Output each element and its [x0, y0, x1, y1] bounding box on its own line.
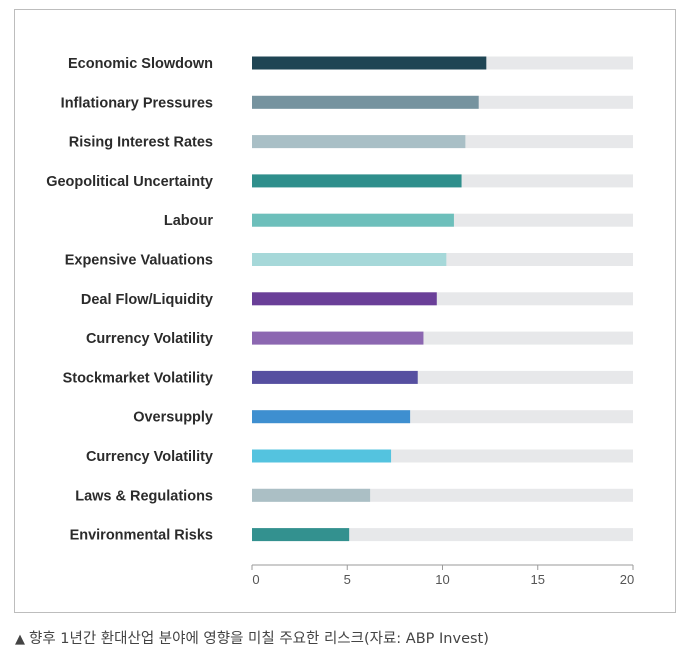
- bar: [252, 410, 411, 424]
- bar: [252, 449, 392, 463]
- chart-frame: [14, 9, 676, 613]
- category-label: Currency Volatility: [86, 331, 213, 347]
- category-label: Currency Volatility: [86, 449, 213, 465]
- category-label: Laws & Regulations: [75, 488, 213, 504]
- category-label: Geopolitical Uncertainty: [46, 174, 213, 190]
- x-tick-label: 0: [252, 572, 259, 587]
- x-tick-label: 20: [620, 572, 634, 587]
- triangle-marker-icon: ▲: [15, 632, 25, 647]
- figure-caption: ▲ 향후 1년간 환대산업 분야에 영향을 미칠 주요한 리스크(자료: ABP …: [15, 627, 489, 648]
- bar: [252, 253, 447, 266]
- bar: [252, 331, 424, 345]
- category-label: Labour: [164, 213, 213, 229]
- bar: [252, 370, 418, 384]
- bar: [252, 95, 479, 109]
- category-labels: Economic Slowdown Inflationary Pressures R…: [46, 56, 213, 544]
- bar: [252, 56, 487, 70]
- category-label: Economic Slowdown: [68, 56, 213, 72]
- bar: [252, 174, 462, 188]
- bars-layer: [252, 56, 633, 542]
- bar: [252, 528, 350, 542]
- x-tick-label: 15: [531, 572, 545, 587]
- bar: [252, 213, 454, 227]
- category-label: Oversupply: [133, 410, 213, 426]
- category-label: Stockmarket Volatility: [63, 370, 213, 386]
- category-label: Environmental Risks: [70, 528, 213, 544]
- x-tick-label: 10: [435, 572, 449, 587]
- x-tick-label: 5: [344, 572, 351, 587]
- category-label: Expensive Valuations: [65, 253, 213, 269]
- category-label: Inflationary Pressures: [61, 95, 213, 111]
- bar: [252, 135, 466, 149]
- caption-text: 향후 1년간 환대산업 분야에 영향을 미칠 주요한 리스크(자료: ABP I…: [29, 631, 489, 647]
- x-axis: 0 5 10 15 20: [251, 564, 634, 587]
- bar: [252, 488, 371, 502]
- bar: [252, 292, 437, 306]
- category-label: Deal Flow/Liquidity: [81, 292, 213, 308]
- category-label: Rising Interest Rates: [69, 135, 213, 151]
